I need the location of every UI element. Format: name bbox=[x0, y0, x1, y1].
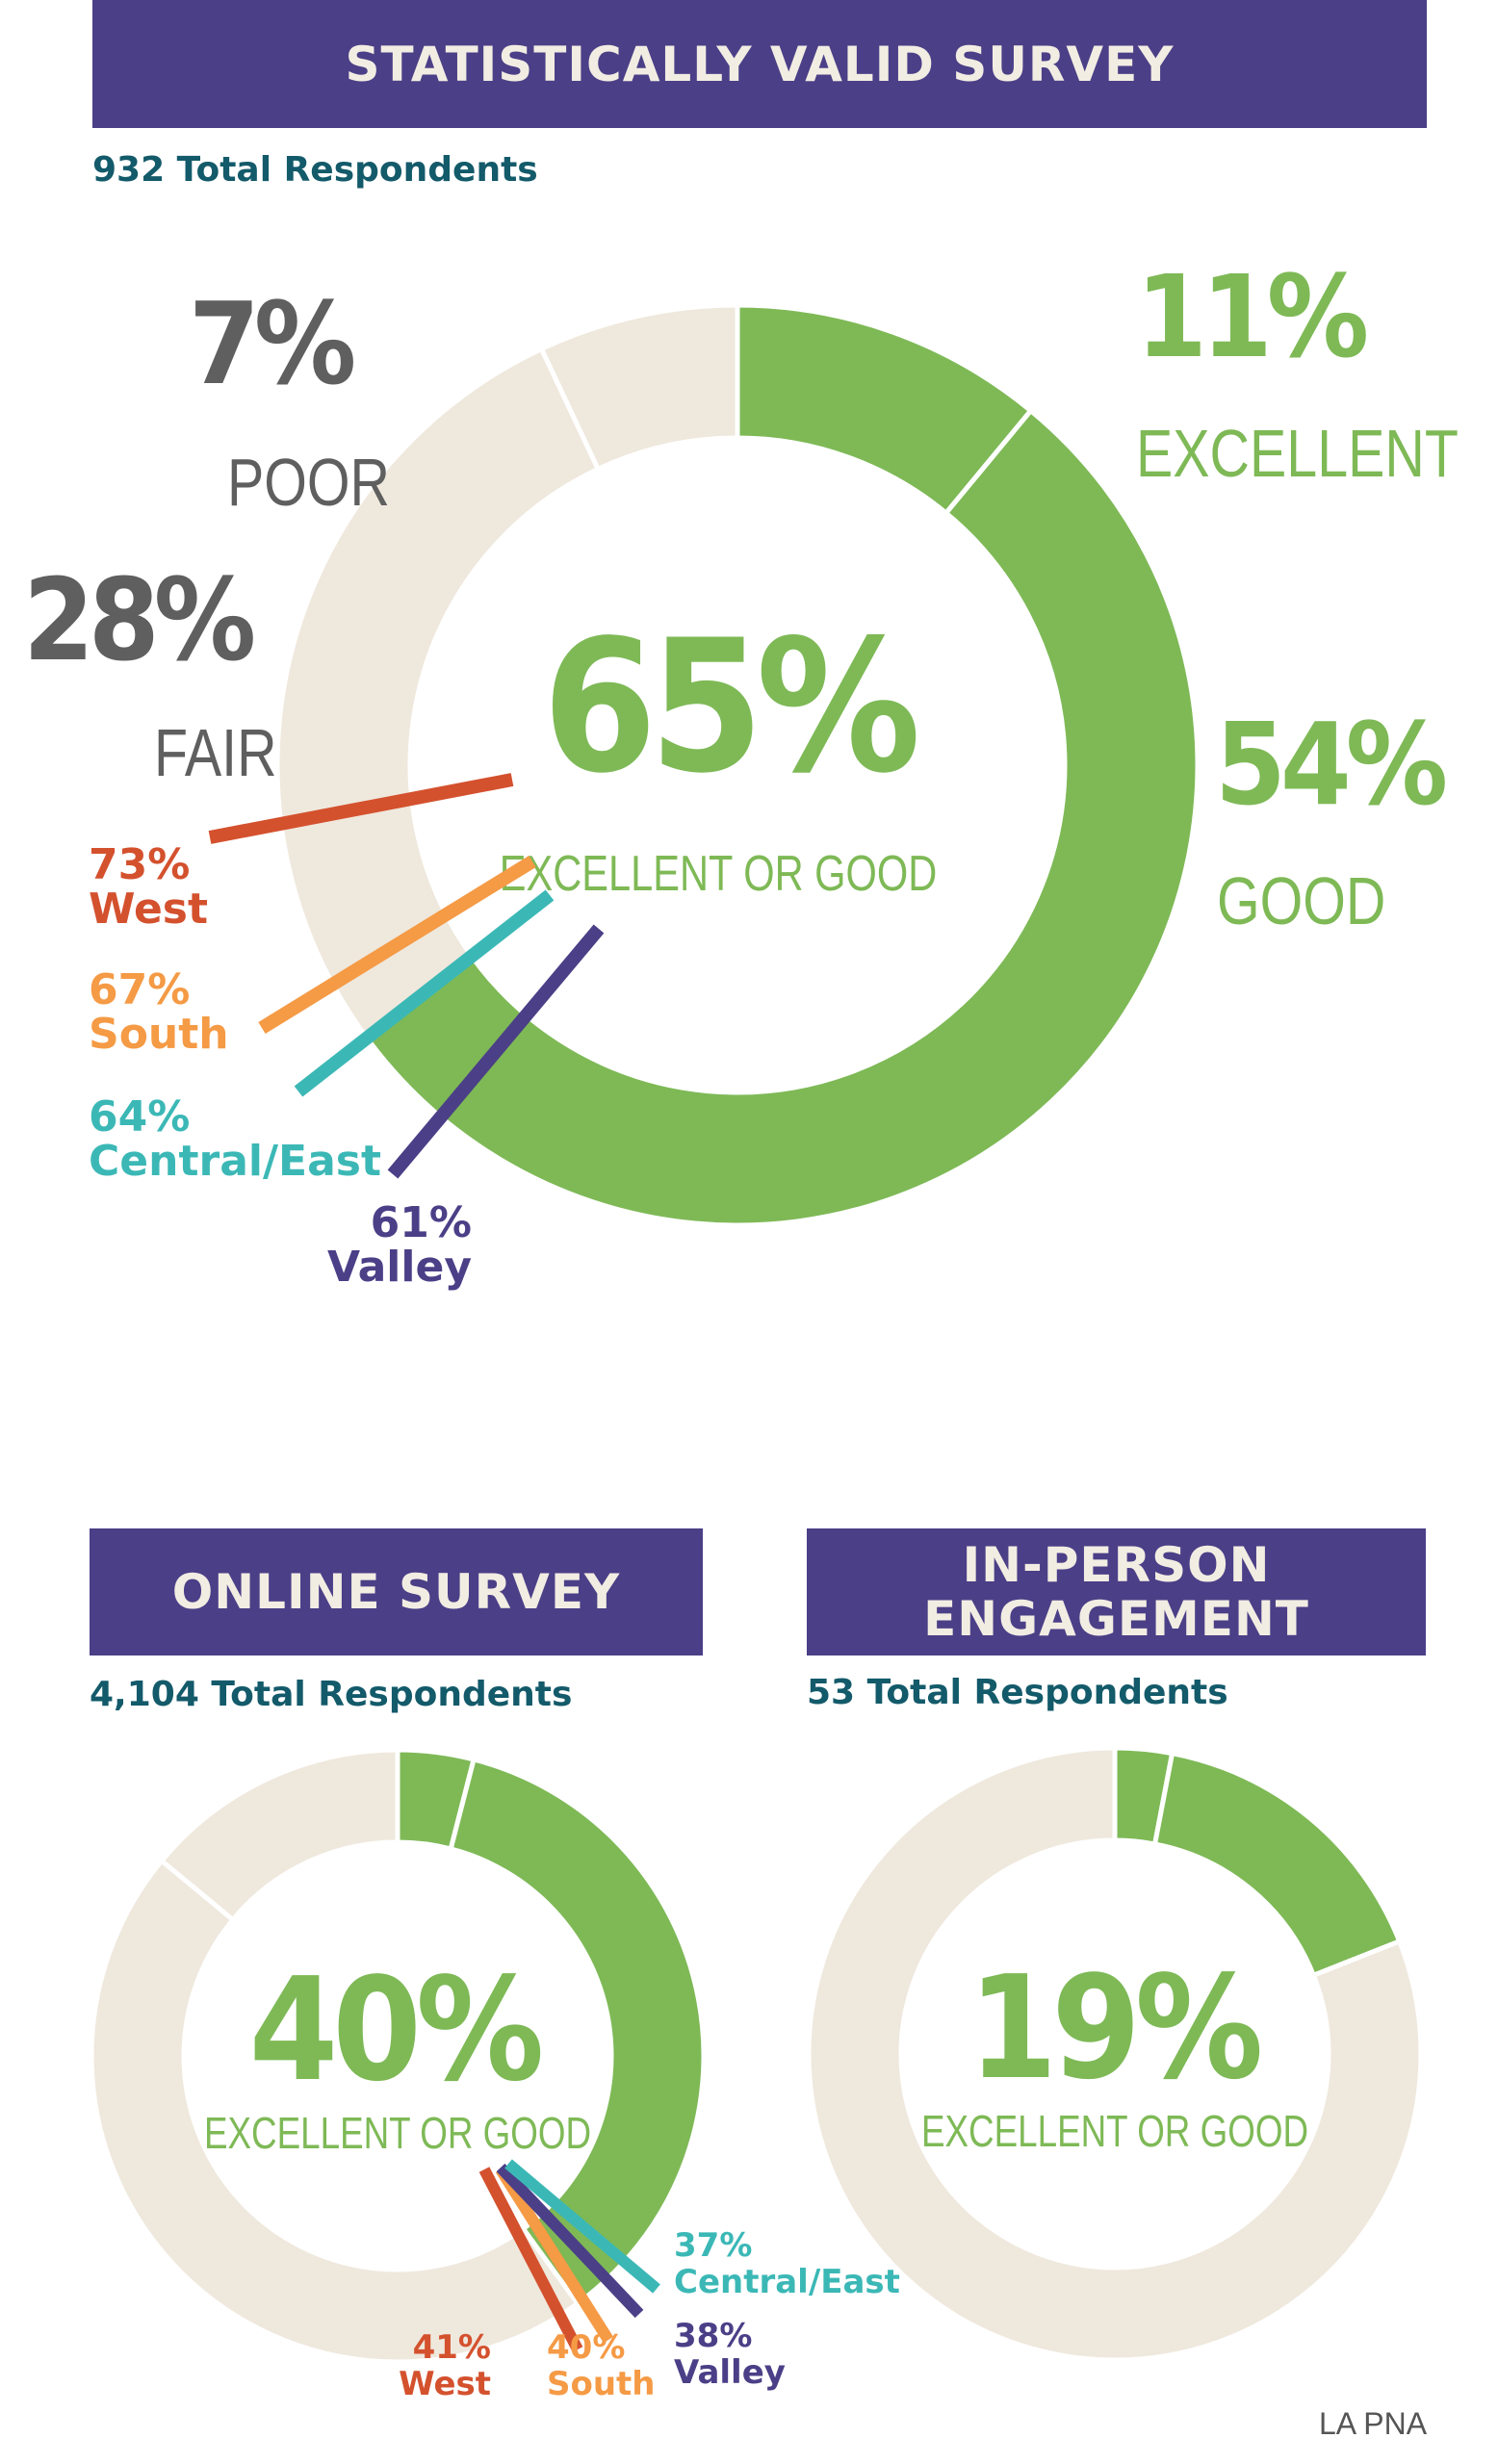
online-slice-1 bbox=[448, 1756, 707, 2307]
statistical-region-name-2: Central/East bbox=[89, 1137, 381, 1186]
excellent-label: EXCELLENT bbox=[1136, 416, 1459, 492]
inperson-slice-2 bbox=[806, 1745, 1424, 2363]
statistical-region-name-0: West bbox=[89, 885, 208, 934]
online-region-value-2: 37% bbox=[674, 2226, 752, 2265]
inperson-respondents: 53 Total Respondents bbox=[807, 1673, 1228, 1712]
good-label: GOOD bbox=[1217, 863, 1385, 939]
online-region-name-2: Central/East bbox=[674, 2263, 900, 2301]
statistical-region-value-3: 61% bbox=[371, 1198, 472, 1247]
online-leader-west bbox=[478, 2167, 583, 2352]
statistical-center-value: 65% bbox=[542, 601, 916, 813]
statistical-leader-central-east bbox=[294, 889, 555, 1097]
statistical-slice-good bbox=[361, 407, 1201, 1228]
fair-label: FAIR bbox=[154, 715, 277, 791]
inperson-donut bbox=[806, 1745, 1424, 2363]
online-region-value-1: 40% bbox=[547, 2328, 625, 2367]
online-region-value-3: 38% bbox=[674, 2317, 752, 2355]
statistical-slice-poor bbox=[538, 302, 740, 473]
inperson-title-line2: ENGAGEMENT bbox=[923, 1591, 1309, 1647]
statistical-region-name-3: Valley bbox=[327, 1243, 472, 1292]
inperson-banner: IN-PERSON ENGAGEMENT bbox=[807, 1528, 1426, 1656]
poor-value: 7% bbox=[189, 277, 354, 410]
online-leader-south bbox=[495, 2166, 614, 2344]
online-region-name-0: West bbox=[399, 2365, 491, 2403]
statistical-region-value-1: 67% bbox=[89, 965, 190, 1014]
statistical-region-value-0: 73% bbox=[89, 840, 190, 889]
statistical-donut bbox=[274, 302, 1201, 1228]
online-slice-2 bbox=[89, 1857, 581, 2365]
online-slice-3 bbox=[158, 1747, 400, 1924]
statistical-survey-banner: STATISTICALLY VALID SURVEY bbox=[92, 0, 1427, 128]
statistical-region-value-2: 64% bbox=[89, 1092, 190, 1142]
online-region-name-3: Valley bbox=[674, 2353, 786, 2392]
online-region-name-1: South bbox=[547, 2365, 656, 2403]
statistical-region-name-1: South bbox=[89, 1010, 229, 1059]
online-respondents: 4,104 Total Respondents bbox=[90, 1675, 573, 1714]
online-leader-valley bbox=[496, 2163, 644, 2319]
inperson-title-line1: IN-PERSON bbox=[962, 1537, 1271, 1593]
fair-value: 28% bbox=[23, 553, 254, 686]
online-center-value: 40% bbox=[249, 1947, 541, 2113]
inperson-slice-1 bbox=[1151, 1750, 1403, 1979]
inperson-center-value: 19% bbox=[969, 1945, 1260, 2111]
online-leader-central-east bbox=[504, 2159, 660, 2294]
statistical-slice-fair bbox=[274, 346, 602, 1040]
statistical-leader-south bbox=[258, 856, 536, 1034]
statistical-leader-west bbox=[208, 773, 514, 844]
online-region-value-0: 41% bbox=[413, 2328, 491, 2367]
good-value: 54% bbox=[1215, 698, 1446, 831]
excellent-value: 11% bbox=[1136, 250, 1367, 383]
inperson-center-label: EXCELLENT OR GOOD bbox=[921, 2106, 1308, 2156]
statistical-respondents: 932 Total Respondents bbox=[92, 150, 538, 190]
statistical-survey-title: STATISTICALLY VALID SURVEY bbox=[345, 36, 1175, 92]
online-survey-banner: ONLINE SURVEY bbox=[90, 1528, 703, 1656]
poor-label: POOR bbox=[227, 445, 390, 521]
statistical-center-label: EXCELLENT OR GOOD bbox=[500, 845, 938, 902]
online-survey-title: ONLINE SURVEY bbox=[171, 1564, 621, 1620]
online-center-label: EXCELLENT OR GOOD bbox=[204, 2108, 591, 2158]
online-donut bbox=[89, 1747, 707, 2365]
statistical-leader-valley bbox=[387, 924, 605, 1179]
credit: LA PNA bbox=[1319, 2406, 1428, 2441]
